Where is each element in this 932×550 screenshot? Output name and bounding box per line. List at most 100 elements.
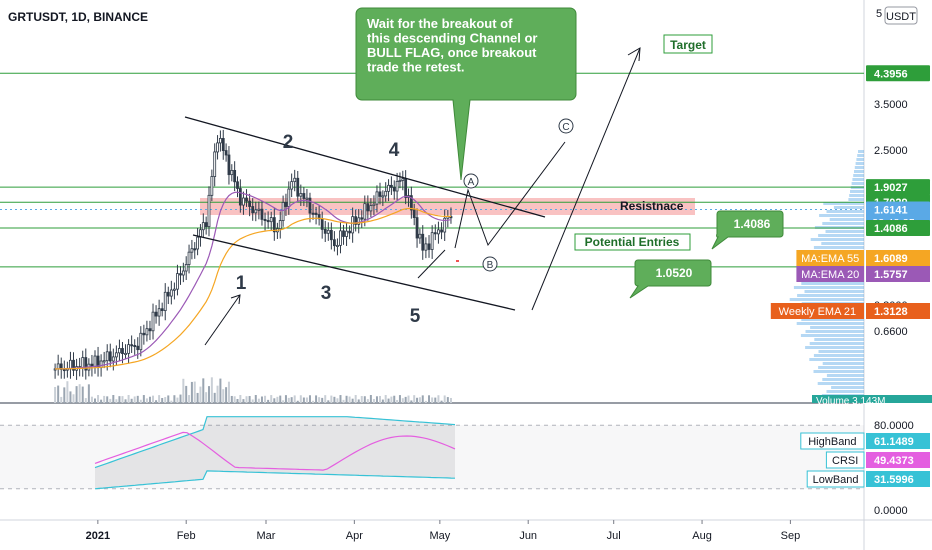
volume-bar: [130, 398, 133, 403]
candle-body: [305, 197, 309, 200]
volume-bar: [305, 397, 308, 403]
candle-body: [233, 170, 237, 183]
osc-name: LowBand: [813, 474, 859, 486]
volume-bar: [354, 395, 357, 403]
candle-body: [284, 202, 288, 207]
volume-profile-bar: [809, 358, 864, 361]
symbol-title: GRTUSDT, 1D, BINANCE: [8, 10, 148, 24]
candle-body: [224, 150, 228, 156]
candle-body: [230, 170, 234, 176]
candle-body: [384, 190, 388, 197]
osc-name-box: [800, 432, 865, 450]
volume-bar: [145, 398, 148, 403]
candle-body: [302, 193, 306, 199]
candle-body: [424, 243, 428, 251]
volume-bar: [78, 384, 81, 403]
highband-line: [94, 416, 456, 469]
volume-profile-bar: [804, 290, 864, 293]
volume-bar: [279, 395, 282, 403]
volume-bar: [428, 395, 431, 403]
candle-body: [389, 184, 393, 188]
volume-bar: [161, 397, 164, 403]
volume-bar: [254, 395, 257, 403]
candle-body: [181, 270, 185, 276]
volume-profile-bar: [853, 174, 864, 177]
volume-profile-bar: [822, 222, 864, 225]
volume-bar: [360, 396, 363, 403]
impulse-arrow-head: [230, 294, 241, 305]
volume-bar: [205, 392, 208, 403]
volume-profile-bar: [852, 178, 864, 181]
volume-profile-bar: [810, 238, 864, 241]
volume-profile-bar: [813, 370, 864, 373]
candle-body: [121, 348, 124, 355]
candle-body: [372, 203, 376, 207]
volume-bar: [202, 378, 205, 403]
candle-body: [272, 217, 276, 233]
volume-bar: [381, 399, 384, 403]
volume-bar: [312, 400, 315, 403]
volume-bar: [449, 397, 452, 403]
volume-bar: [106, 396, 109, 403]
candle-body: [412, 209, 416, 219]
entry-low-bubble: [629, 259, 712, 299]
candle-body: [314, 212, 318, 215]
candle-body: [236, 181, 239, 189]
volume-bar: [282, 400, 285, 403]
volume-profile-bar: [796, 322, 864, 325]
candle-body: [196, 236, 200, 250]
candle-body: [218, 138, 222, 144]
volume-profile-bar: [789, 298, 864, 301]
volume-bar: [109, 398, 112, 403]
volume-bar: [357, 399, 360, 403]
indicator-name: MA:EMA 55: [801, 253, 859, 265]
candle-body: [184, 264, 188, 272]
circle-letter: C: [562, 122, 569, 133]
volume-bar: [348, 396, 351, 403]
volume-bar: [199, 386, 202, 403]
osc-channel-fill: [95, 416, 455, 489]
candle-body: [238, 188, 242, 206]
candle-body: [248, 200, 252, 207]
volume-bar: [379, 395, 381, 403]
volume-bar: [443, 395, 446, 403]
volume-profile-bar: [854, 170, 864, 173]
candle-body: [415, 217, 419, 239]
volume-bar: [321, 397, 324, 403]
candle-body: [201, 222, 205, 231]
indicator-value: 1.6089: [874, 253, 908, 265]
volume-bar: [196, 392, 199, 403]
volume-bar: [375, 396, 378, 403]
volume-profile-bar: [818, 350, 864, 353]
candle-body: [378, 191, 382, 197]
candle-body: [395, 181, 399, 192]
candle-body: [207, 194, 211, 228]
volume-bar: [416, 397, 419, 403]
candle-body: [84, 357, 88, 371]
volume-profile-bar: [825, 230, 864, 233]
volume-label: Volume 3.143M: [816, 396, 886, 407]
candle-body: [430, 232, 434, 250]
wave-label: 5: [410, 306, 421, 327]
volume-profile-bar: [856, 158, 864, 161]
volume-profile-bar: [797, 294, 864, 297]
volume-bar: [260, 396, 263, 403]
candles: [53, 129, 453, 380]
volume-bar: [100, 399, 103, 403]
crsi-line: [94, 431, 456, 471]
volume-bar: [330, 395, 333, 403]
volume-bar: [72, 394, 75, 403]
volume-bar: [342, 399, 345, 403]
volume-bar: [94, 398, 96, 403]
candle-body: [443, 217, 447, 233]
osc-value: 61.1489: [874, 436, 914, 448]
osc-tick: 0.0000: [874, 505, 908, 517]
candle-body: [221, 138, 225, 151]
volume-profile-bar: [801, 318, 864, 321]
candle-body: [251, 206, 255, 214]
volume-bar: [248, 396, 251, 403]
volume-bar: [413, 395, 416, 403]
indicator-name: MA:EMA 20: [801, 269, 859, 281]
volume-profile-bar: [850, 190, 864, 193]
volume-profile-bar: [826, 210, 864, 213]
